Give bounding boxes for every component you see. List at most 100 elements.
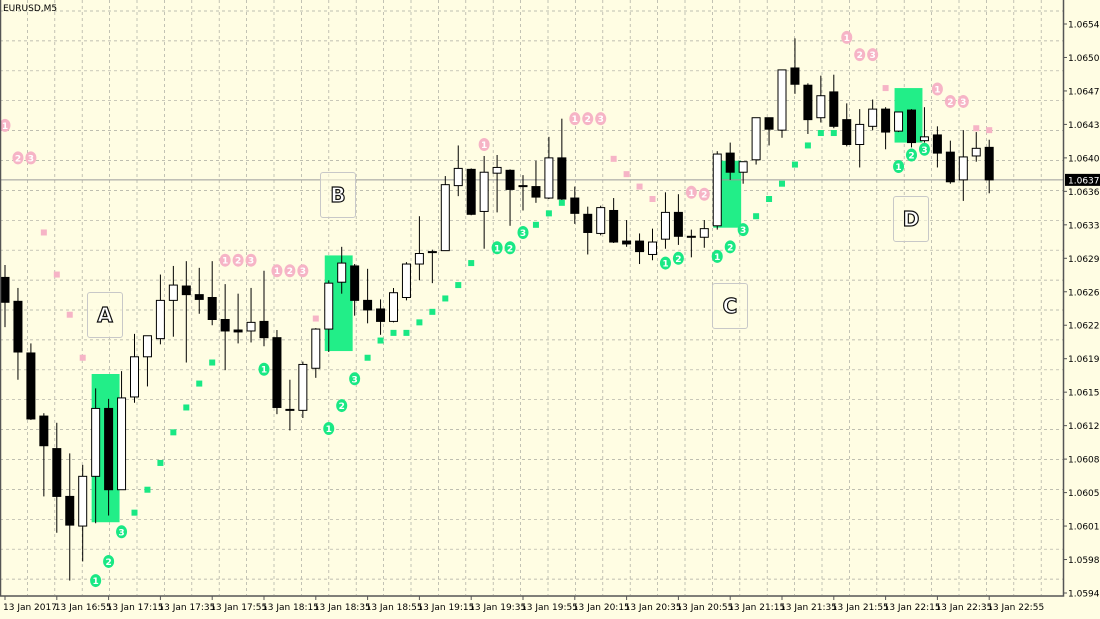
signal-marker-down: 3 bbox=[957, 94, 969, 108]
candle-bull bbox=[130, 333, 139, 403]
marker-label: 2 bbox=[701, 191, 707, 201]
marker-label: 1 bbox=[844, 34, 850, 44]
candle-bull bbox=[311, 328, 321, 378]
candle-body bbox=[453, 167, 463, 187]
time-tick-label: 13 Jan 18:15 bbox=[262, 603, 319, 613]
candle-bear bbox=[13, 287, 23, 380]
candle-bull bbox=[751, 117, 761, 165]
candle-bear bbox=[725, 142, 735, 180]
marker-label: 2 bbox=[235, 257, 241, 267]
candle-body bbox=[479, 171, 489, 212]
annotation-c: C bbox=[712, 283, 748, 329]
marker-label: 3 bbox=[28, 154, 34, 164]
candle-body bbox=[894, 111, 904, 132]
sar-dot-down bbox=[973, 125, 980, 132]
candle-body bbox=[142, 335, 152, 358]
sar-dot-up bbox=[442, 295, 449, 302]
candle-bear bbox=[842, 103, 852, 147]
candle-body bbox=[881, 108, 891, 133]
marker-label: 3 bbox=[118, 528, 124, 538]
candle-bull bbox=[596, 205, 606, 236]
marker-circle bbox=[245, 253, 257, 267]
candle-bull bbox=[868, 99, 878, 131]
sar-dot-up bbox=[377, 337, 384, 344]
marker-circle bbox=[737, 223, 749, 237]
candle-bull bbox=[285, 379, 295, 431]
price-axis[interactable]: 1.06540 1.06505 1.06470 1.06435 1.06400 1.063… bbox=[1063, 21, 1100, 600]
candle-body bbox=[427, 251, 437, 254]
candle-bear bbox=[259, 270, 269, 347]
marker-circle bbox=[918, 142, 930, 156]
signal-marker-up: 2 bbox=[672, 251, 684, 265]
marker-circle bbox=[854, 48, 866, 62]
candle-body bbox=[246, 321, 256, 332]
time-tick-label: 13 Jan 20:15 bbox=[573, 603, 630, 613]
signal-marker-down: 2 bbox=[12, 151, 24, 165]
signal-marker-up: 1 bbox=[491, 241, 503, 255]
marker-label: 1 bbox=[222, 257, 228, 267]
signal-marker-up: 1 bbox=[90, 574, 102, 588]
candle-body bbox=[945, 151, 955, 183]
signal-marker-up: 3 bbox=[918, 142, 930, 156]
signal-marker-up: 1 bbox=[711, 249, 723, 263]
signal-zones bbox=[91, 88, 923, 523]
candle-body bbox=[544, 157, 554, 199]
marker-label: 1 bbox=[274, 267, 280, 277]
sar-dot-down bbox=[312, 315, 319, 322]
sar-dot-up bbox=[429, 308, 436, 315]
current-price-tag: 1.06377 bbox=[1065, 173, 1100, 186]
price-tick-label: 1.06540 bbox=[1068, 21, 1100, 31]
marker-circle bbox=[595, 112, 607, 126]
candle-bull bbox=[298, 361, 308, 418]
candle-bull bbox=[91, 388, 101, 524]
candle-body bbox=[389, 292, 398, 322]
candle-bear bbox=[505, 169, 515, 226]
signal-marker-down: 2 bbox=[854, 48, 866, 62]
candle-body bbox=[414, 253, 424, 265]
marker-circle bbox=[957, 94, 969, 108]
marker-circle bbox=[271, 264, 283, 278]
marker-circle bbox=[336, 399, 348, 413]
candle-bear bbox=[570, 186, 580, 224]
time-tick-label: 13 Jan 19:35 bbox=[469, 603, 526, 613]
marker-label: 2 bbox=[947, 98, 953, 108]
parabolic-sar bbox=[2, 85, 993, 516]
signal-marker-up: 2 bbox=[724, 240, 736, 254]
candle-bear bbox=[518, 175, 528, 211]
candle-body bbox=[855, 123, 865, 145]
candle-body bbox=[505, 169, 515, 190]
candle-body bbox=[673, 211, 683, 237]
signal-marker-down: 2 bbox=[698, 187, 710, 201]
candle-bear bbox=[26, 343, 36, 420]
candle-bear bbox=[39, 413, 49, 497]
marker-circle bbox=[659, 256, 671, 270]
sar-dot-down bbox=[66, 311, 73, 318]
candle-bear bbox=[0, 264, 10, 328]
sar-dot-up bbox=[817, 130, 824, 137]
candle-bull bbox=[492, 155, 502, 213]
time-tick-label: 13 Jan 22:35 bbox=[935, 603, 992, 613]
candle-bear bbox=[557, 118, 567, 200]
signal-marker-down: 2 bbox=[232, 253, 244, 267]
candle-body bbox=[401, 263, 411, 299]
time-tick-label: 13 Jan 18:55 bbox=[366, 603, 423, 613]
candle-bull bbox=[78, 464, 88, 562]
price-tick-label: 1.05980 bbox=[1068, 556, 1100, 566]
sar-dot-down bbox=[623, 171, 630, 178]
signal-marker-up: 1 bbox=[323, 422, 335, 436]
marker-circle bbox=[867, 48, 879, 62]
candle-bear bbox=[466, 168, 476, 216]
candle-body bbox=[842, 119, 852, 145]
sar-dot-down bbox=[79, 354, 86, 361]
candle-body bbox=[130, 356, 139, 398]
marker-circle bbox=[711, 249, 723, 263]
candle-body bbox=[285, 408, 295, 411]
candle-bear bbox=[376, 299, 386, 335]
sar-dot-down bbox=[986, 127, 993, 134]
time-tick-label: 13 Jan 20:55 bbox=[676, 603, 733, 613]
candle-bear bbox=[104, 398, 114, 516]
candle-body bbox=[829, 91, 839, 127]
candle-bear bbox=[673, 194, 683, 245]
